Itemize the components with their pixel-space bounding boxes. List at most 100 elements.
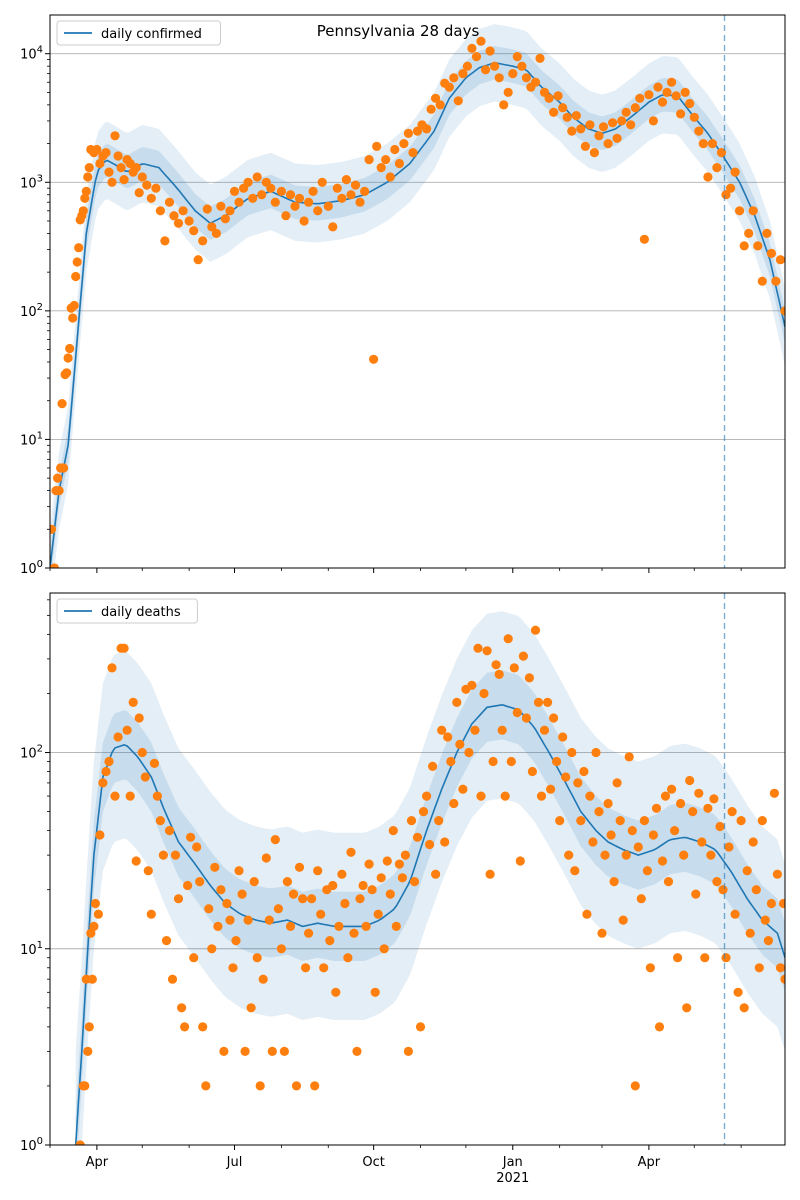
data-point xyxy=(716,148,727,158)
data-point xyxy=(449,73,459,83)
data-point xyxy=(341,175,351,185)
data-point xyxy=(685,775,695,786)
data-point xyxy=(635,93,645,103)
data-point xyxy=(62,368,72,378)
data-point xyxy=(337,193,347,203)
data-point xyxy=(570,866,580,876)
data-point xyxy=(579,766,589,777)
data-point xyxy=(390,144,400,155)
data-point xyxy=(549,107,559,117)
data-point xyxy=(503,634,513,644)
data-point xyxy=(476,36,486,46)
data-point xyxy=(167,974,178,984)
data-point xyxy=(766,248,777,258)
data-point xyxy=(202,204,212,214)
data-point xyxy=(467,43,477,54)
data-point xyxy=(161,936,172,946)
data-point xyxy=(234,197,244,207)
data-point xyxy=(418,807,429,817)
data-point xyxy=(364,859,374,869)
data-point xyxy=(576,124,586,134)
data-point xyxy=(609,877,619,887)
data-point xyxy=(142,180,152,190)
data-point xyxy=(408,148,418,158)
y-tick-label: 102 xyxy=(20,744,43,762)
data-point xyxy=(193,255,203,265)
data-point xyxy=(458,69,468,79)
data-point xyxy=(636,894,646,904)
data-point xyxy=(334,921,344,932)
data-point xyxy=(285,190,296,200)
data-point xyxy=(211,228,221,238)
data-point xyxy=(264,915,274,925)
data-point xyxy=(485,869,495,879)
data-point xyxy=(173,894,184,904)
data-point xyxy=(462,61,472,71)
data-point xyxy=(252,172,262,182)
data-point xyxy=(355,197,365,207)
y-tick-label: 103 xyxy=(20,173,43,191)
data-point xyxy=(512,707,522,718)
data-point xyxy=(576,816,586,826)
data-point xyxy=(509,663,519,673)
data-point xyxy=(140,772,150,782)
data-point xyxy=(290,201,300,211)
y-tick-label: 101 xyxy=(20,940,43,958)
data-point xyxy=(603,798,613,809)
data-point xyxy=(298,894,308,904)
data-point xyxy=(464,747,474,758)
data-point xyxy=(104,756,114,767)
data-point xyxy=(75,1140,85,1145)
data-point xyxy=(270,197,280,207)
data-point xyxy=(621,850,631,860)
data-point xyxy=(676,109,686,119)
data-point xyxy=(258,974,268,984)
data-point xyxy=(72,257,82,267)
data-point xyxy=(276,186,286,196)
data-point xyxy=(328,880,338,891)
data-point xyxy=(558,732,568,742)
data-point xyxy=(530,77,541,87)
data-point xyxy=(373,909,383,919)
data-point xyxy=(220,214,230,224)
data-point xyxy=(355,894,365,904)
data-point xyxy=(184,216,194,226)
data-point xyxy=(119,175,129,185)
data-point xyxy=(376,163,386,173)
data-point xyxy=(107,663,117,673)
y-tick-label: 100 xyxy=(20,1136,43,1154)
data-point xyxy=(304,197,314,207)
data-point xyxy=(332,183,342,193)
data-point xyxy=(645,963,656,973)
data-point xyxy=(358,880,368,891)
data-point xyxy=(654,1022,665,1032)
confidence-band-inner xyxy=(50,46,785,568)
data-point xyxy=(228,963,238,973)
data-point xyxy=(146,909,156,919)
data-point xyxy=(83,172,93,182)
data-point xyxy=(689,112,699,122)
data-point xyxy=(618,915,628,925)
data-point xyxy=(331,987,341,997)
data-point xyxy=(158,850,168,860)
data-point xyxy=(621,107,631,117)
data-point xyxy=(603,139,613,149)
data-point xyxy=(110,791,120,801)
data-point xyxy=(762,228,772,238)
data-point xyxy=(317,177,327,187)
data-point xyxy=(606,830,616,840)
data-point xyxy=(310,1081,320,1091)
data-point xyxy=(780,306,785,316)
data-point xyxy=(467,680,477,690)
data-point xyxy=(255,1081,265,1091)
data-point xyxy=(352,1046,362,1056)
data-point xyxy=(558,103,568,113)
data-point xyxy=(721,190,731,200)
data-point xyxy=(343,953,353,963)
data-point xyxy=(648,830,659,840)
data-point xyxy=(524,673,535,683)
data-point xyxy=(113,151,123,161)
data-point xyxy=(397,873,407,883)
data-point xyxy=(301,963,311,973)
plot-area xyxy=(50,24,785,568)
